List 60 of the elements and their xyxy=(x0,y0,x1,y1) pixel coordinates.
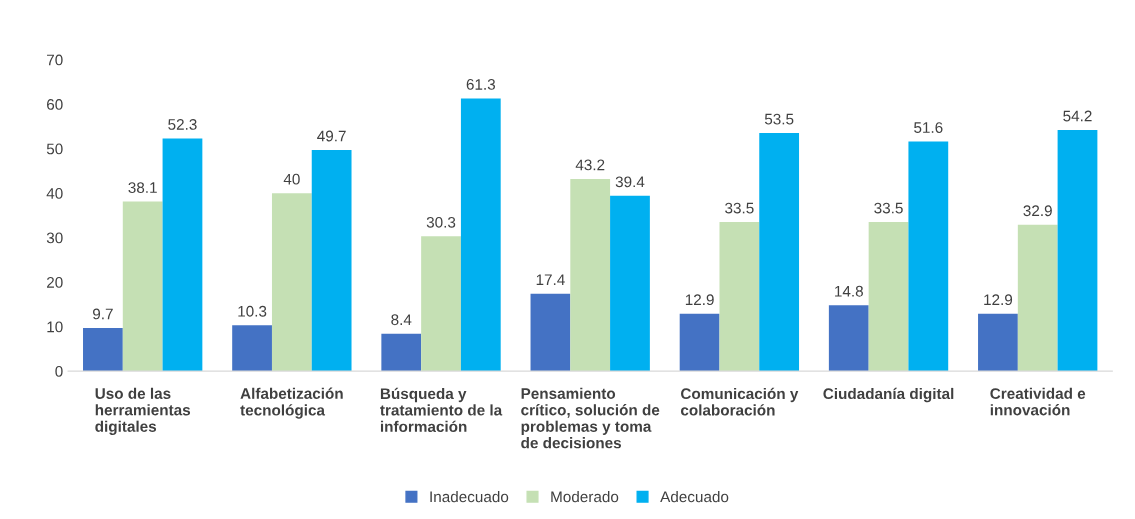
y-tick-label: 50 xyxy=(46,143,63,155)
x-tick-label: Ciudadanía digital xyxy=(823,387,954,403)
data-label: 61.3 xyxy=(466,78,495,90)
data-label: 8.4 xyxy=(391,314,412,326)
bar xyxy=(311,149,352,372)
legend-label: Adecuado xyxy=(660,491,729,503)
bar xyxy=(271,193,312,372)
data-label: 40 xyxy=(283,173,300,185)
bar xyxy=(759,133,800,372)
bar xyxy=(530,293,571,372)
data-label: 49.7 xyxy=(317,130,346,142)
bar xyxy=(162,138,203,372)
data-label: 12.9 xyxy=(685,294,714,306)
x-tick-label: Creatividad e innovación xyxy=(990,387,1086,416)
data-label: 43.2 xyxy=(575,159,605,171)
y-tick-label: 60 xyxy=(47,99,63,110)
bar xyxy=(232,325,272,372)
y-tick-label: 20 xyxy=(47,276,63,288)
data-label: 52.3 xyxy=(168,119,197,130)
y-tick-label: 70 xyxy=(47,54,63,66)
bar xyxy=(610,195,650,372)
data-label: 14.8 xyxy=(835,285,863,297)
data-label: 33.5 xyxy=(874,202,903,214)
data-label: 33.5 xyxy=(725,202,754,214)
x-tick-label: Alfabetización tecnológica xyxy=(240,387,343,419)
data-label: 30.3 xyxy=(426,216,456,228)
x-tick-label: Uso de las herramientas digitales xyxy=(95,387,191,435)
bar xyxy=(421,236,461,372)
bar xyxy=(828,305,869,372)
bar xyxy=(1017,224,1058,372)
bar xyxy=(570,178,611,372)
x-tick-label: Búsqueda y tratamiento de la información xyxy=(380,387,503,433)
bar xyxy=(122,201,163,372)
bar xyxy=(1057,129,1098,372)
data-label: 54.2 xyxy=(1063,110,1092,122)
data-label: 17.4 xyxy=(536,274,565,285)
legend-label: Moderado xyxy=(551,491,619,503)
data-label: 10.3 xyxy=(238,305,267,317)
bar xyxy=(83,327,123,372)
bar xyxy=(460,98,501,372)
data-label: 53.5 xyxy=(764,113,794,125)
y-tick-label: 30 xyxy=(46,232,63,244)
y-tick-label: 10 xyxy=(47,321,63,333)
bar xyxy=(908,141,949,372)
data-label: 51.6 xyxy=(914,122,943,133)
data-label: 32.9 xyxy=(1023,205,1052,217)
y-tick-label: 0 xyxy=(55,365,63,377)
bar xyxy=(679,313,720,372)
legend-label: Inadecuado xyxy=(430,491,509,503)
bar xyxy=(381,333,422,372)
bar xyxy=(978,313,1018,372)
data-label: 38.1 xyxy=(128,182,157,194)
data-label: 12.9 xyxy=(984,294,1013,306)
data-label: 39.4 xyxy=(615,176,645,188)
data-label: 9.7 xyxy=(93,308,113,320)
x-tick-label: Comunicación y colaboración xyxy=(680,387,799,416)
bar xyxy=(868,222,909,372)
x-tick-label: Pensamiento crítico, solución de problemas y toma de decisiones xyxy=(521,387,660,449)
bar xyxy=(719,222,760,372)
y-tick-label: 40 xyxy=(46,188,63,199)
